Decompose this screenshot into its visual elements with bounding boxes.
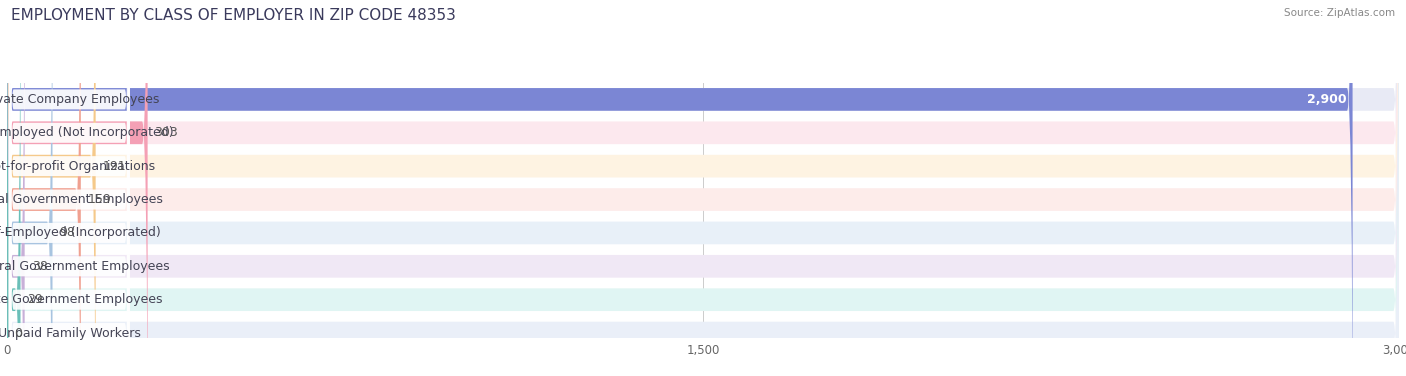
Text: Local Government Employees: Local Government Employees: [0, 193, 163, 206]
FancyBboxPatch shape: [7, 0, 1399, 376]
Text: Self-Employed (Not Incorporated): Self-Employed (Not Incorporated): [0, 126, 174, 139]
Text: 303: 303: [155, 126, 179, 139]
FancyBboxPatch shape: [7, 0, 1399, 376]
Text: Source: ZipAtlas.com: Source: ZipAtlas.com: [1284, 8, 1395, 18]
FancyBboxPatch shape: [8, 0, 129, 376]
FancyBboxPatch shape: [8, 9, 129, 376]
FancyBboxPatch shape: [7, 0, 1353, 376]
FancyBboxPatch shape: [7, 0, 1399, 376]
FancyBboxPatch shape: [7, 0, 1399, 376]
FancyBboxPatch shape: [7, 0, 25, 376]
Text: 2,900: 2,900: [1308, 93, 1347, 106]
FancyBboxPatch shape: [7, 0, 1399, 376]
FancyBboxPatch shape: [8, 0, 129, 376]
Text: 159: 159: [87, 193, 111, 206]
FancyBboxPatch shape: [7, 0, 96, 376]
Text: Self-Employed (Incorporated): Self-Employed (Incorporated): [0, 226, 162, 240]
FancyBboxPatch shape: [8, 0, 129, 376]
FancyBboxPatch shape: [7, 0, 1399, 376]
FancyBboxPatch shape: [8, 0, 129, 376]
Text: 0: 0: [14, 327, 22, 340]
FancyBboxPatch shape: [7, 0, 80, 376]
Text: Private Company Employees: Private Company Employees: [0, 93, 159, 106]
Text: Unpaid Family Workers: Unpaid Family Workers: [0, 327, 141, 340]
Text: Not-for-profit Organizations: Not-for-profit Organizations: [0, 160, 155, 173]
Text: 38: 38: [31, 260, 48, 273]
FancyBboxPatch shape: [8, 0, 129, 376]
FancyBboxPatch shape: [7, 0, 52, 376]
Text: Federal Government Employees: Federal Government Employees: [0, 260, 170, 273]
Text: 191: 191: [103, 160, 127, 173]
FancyBboxPatch shape: [7, 0, 21, 376]
FancyBboxPatch shape: [7, 0, 1399, 376]
Text: State Government Employees: State Government Employees: [0, 293, 163, 306]
FancyBboxPatch shape: [8, 0, 129, 376]
FancyBboxPatch shape: [7, 0, 148, 376]
Text: 98: 98: [59, 226, 76, 240]
Text: EMPLOYMENT BY CLASS OF EMPLOYER IN ZIP CODE 48353: EMPLOYMENT BY CLASS OF EMPLOYER IN ZIP C…: [11, 8, 456, 23]
Text: 29: 29: [28, 293, 44, 306]
FancyBboxPatch shape: [7, 0, 1399, 376]
FancyBboxPatch shape: [8, 0, 129, 376]
